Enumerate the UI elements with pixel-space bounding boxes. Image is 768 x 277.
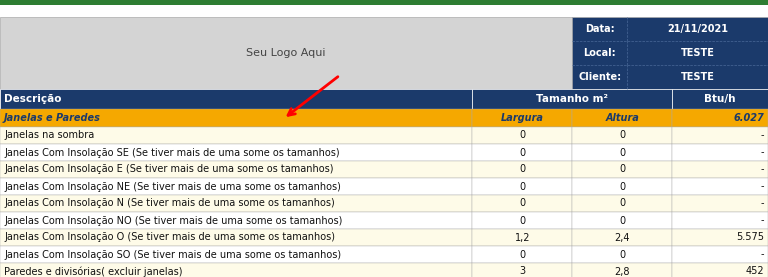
Text: 0: 0 xyxy=(519,147,525,158)
Bar xyxy=(472,246,572,263)
Text: -: - xyxy=(760,181,764,191)
Bar xyxy=(672,109,768,127)
Text: 0: 0 xyxy=(619,199,625,209)
Text: -: - xyxy=(760,165,764,175)
Bar xyxy=(672,229,768,246)
Bar xyxy=(672,195,768,212)
Text: 0: 0 xyxy=(519,181,525,191)
Bar xyxy=(0,161,472,178)
Text: Janelas Com Insolação SE (Se tiver mais de uma some os tamanhos): Janelas Com Insolação SE (Se tiver mais … xyxy=(4,147,339,158)
Bar xyxy=(472,127,572,144)
Bar xyxy=(572,161,672,178)
Bar xyxy=(472,161,572,178)
Text: Cliente:: Cliente: xyxy=(578,72,621,82)
Text: 0: 0 xyxy=(619,250,625,260)
Bar xyxy=(472,144,572,161)
Text: Paredes e divisórias( excluir janelas): Paredes e divisórias( excluir janelas) xyxy=(4,266,183,277)
Bar xyxy=(472,263,572,277)
Bar xyxy=(672,212,768,229)
Text: Tamanho m²: Tamanho m² xyxy=(536,94,608,104)
Bar xyxy=(572,178,672,195)
Text: Janelas na sombra: Janelas na sombra xyxy=(4,130,94,140)
Text: Largura: Largura xyxy=(501,113,544,123)
Text: Data:: Data: xyxy=(584,24,614,34)
Text: 0: 0 xyxy=(519,165,525,175)
Bar xyxy=(672,263,768,277)
Text: Janelas Com Insolação SO (Se tiver mais de uma some os tamanhos): Janelas Com Insolação SO (Se tiver mais … xyxy=(4,250,341,260)
Text: 0: 0 xyxy=(519,130,525,140)
Bar xyxy=(472,109,572,127)
Text: -: - xyxy=(760,250,764,260)
Text: Descrição: Descrição xyxy=(4,94,61,104)
Bar xyxy=(472,229,572,246)
Text: Janelas Com Insolação O (Se tiver mais de uma some os tamanhos): Janelas Com Insolação O (Se tiver mais d… xyxy=(4,232,335,242)
Bar xyxy=(572,229,672,246)
Text: 0: 0 xyxy=(519,216,525,225)
Text: TESTE: TESTE xyxy=(680,72,714,82)
Bar xyxy=(472,195,572,212)
Text: 3: 3 xyxy=(519,266,525,276)
Bar xyxy=(472,178,572,195)
Bar xyxy=(572,246,672,263)
Bar xyxy=(572,144,672,161)
Bar xyxy=(0,144,472,161)
Bar xyxy=(672,178,768,195)
Bar xyxy=(0,229,472,246)
Text: 0: 0 xyxy=(619,147,625,158)
Bar xyxy=(0,0,768,5)
Text: 0: 0 xyxy=(619,130,625,140)
Text: Altura: Altura xyxy=(605,113,639,123)
Text: 452: 452 xyxy=(746,266,764,276)
Text: TESTE: TESTE xyxy=(680,48,714,58)
Bar xyxy=(0,178,472,195)
Bar xyxy=(472,212,572,229)
Text: Local:: Local: xyxy=(583,48,616,58)
Text: -: - xyxy=(760,216,764,225)
Bar xyxy=(0,263,472,277)
Text: 5.575: 5.575 xyxy=(736,232,764,242)
Bar xyxy=(672,127,768,144)
Text: 0: 0 xyxy=(619,216,625,225)
Bar xyxy=(572,263,672,277)
Text: 0: 0 xyxy=(619,165,625,175)
Text: 6.027: 6.027 xyxy=(733,113,764,123)
Bar xyxy=(672,89,768,109)
Text: Janelas Com Insolação E (Se tiver mais de uma some os tamanhos): Janelas Com Insolação E (Se tiver mais d… xyxy=(4,165,333,175)
Text: 2,4: 2,4 xyxy=(614,232,630,242)
Bar xyxy=(0,109,472,127)
Bar xyxy=(0,246,472,263)
Bar xyxy=(672,144,768,161)
Text: Janelas Com Insolação N (Se tiver mais de uma some os tamanhos): Janelas Com Insolação N (Se tiver mais d… xyxy=(4,199,335,209)
Text: 0: 0 xyxy=(519,250,525,260)
Text: 21/11/2021: 21/11/2021 xyxy=(667,24,728,34)
Bar xyxy=(0,195,472,212)
Bar xyxy=(572,195,672,212)
Text: -: - xyxy=(760,130,764,140)
Text: 0: 0 xyxy=(619,181,625,191)
Text: Btu/h: Btu/h xyxy=(704,94,736,104)
Text: 1,2: 1,2 xyxy=(515,232,530,242)
Bar xyxy=(0,212,472,229)
Bar xyxy=(672,246,768,263)
Bar xyxy=(0,127,472,144)
Bar xyxy=(572,212,672,229)
Bar xyxy=(672,161,768,178)
Bar xyxy=(0,17,572,89)
Bar xyxy=(472,89,672,109)
Text: Janelas Com Insolação NO (Se tiver mais de uma some os tamanhos): Janelas Com Insolação NO (Se tiver mais … xyxy=(4,216,343,225)
Text: 2,8: 2,8 xyxy=(614,266,630,276)
Bar xyxy=(572,109,672,127)
Text: Janelas e Paredes: Janelas e Paredes xyxy=(4,113,101,123)
Text: -: - xyxy=(760,147,764,158)
Text: -: - xyxy=(760,199,764,209)
Bar xyxy=(572,17,768,89)
Bar xyxy=(572,127,672,144)
Text: Seu Logo Aqui: Seu Logo Aqui xyxy=(247,48,326,58)
Text: Janelas Com Insolação NE (Se tiver mais de uma some os tamanhos): Janelas Com Insolação NE (Se tiver mais … xyxy=(4,181,341,191)
Text: 0: 0 xyxy=(519,199,525,209)
Bar xyxy=(0,89,472,109)
